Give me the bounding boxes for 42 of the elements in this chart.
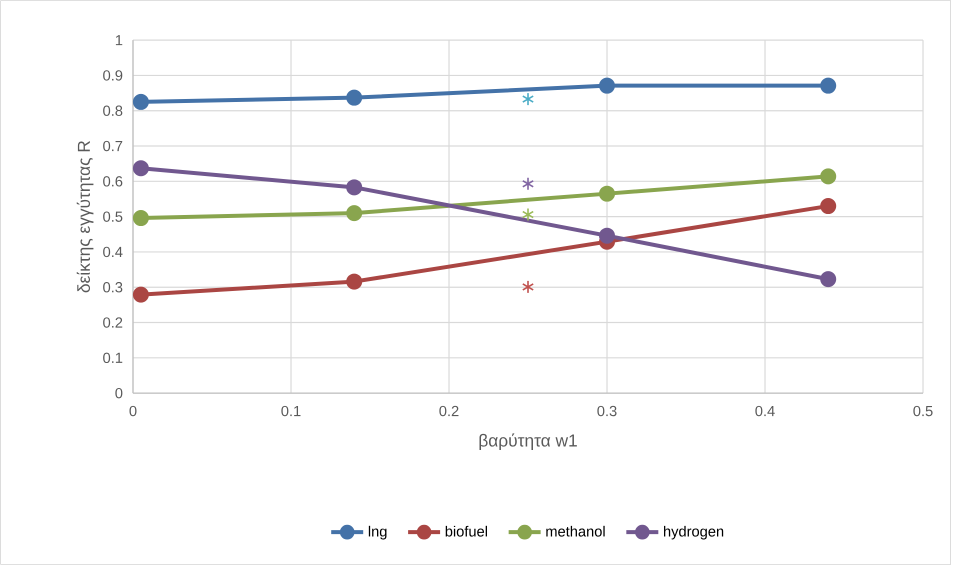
legend-label: lng xyxy=(368,526,386,540)
y-tick-label: 1 xyxy=(116,35,122,46)
point xyxy=(599,186,616,202)
point xyxy=(522,208,534,222)
x-axis-title: βαρύτητα w1 xyxy=(479,433,577,450)
point xyxy=(820,78,836,94)
x-tick-label: 0.1 xyxy=(281,406,300,416)
legend-label: biofuel xyxy=(446,526,487,537)
x-tick-label: 0.3 xyxy=(597,406,617,416)
point xyxy=(522,177,534,191)
point xyxy=(820,271,836,288)
point xyxy=(132,286,149,303)
y-axis-title: δείκτης εγγύτητας R xyxy=(76,141,94,292)
point xyxy=(346,274,362,290)
point xyxy=(599,228,616,244)
point xyxy=(346,205,362,222)
point xyxy=(132,94,149,110)
y-tick-label: 0.3 xyxy=(103,282,122,292)
y-tick-label: 0.9 xyxy=(103,70,122,81)
x-tick-label: 0.2 xyxy=(439,406,458,416)
legend-label: methanol xyxy=(546,526,605,537)
y-tick-label: 0.6 xyxy=(103,176,122,187)
point xyxy=(346,90,362,106)
point xyxy=(346,179,362,196)
point xyxy=(132,160,149,176)
y-tick-label: 0.8 xyxy=(103,106,122,116)
x-tick-label: 0 xyxy=(129,406,136,416)
y-tick-label: 0.7 xyxy=(103,140,122,152)
point xyxy=(522,280,534,294)
y-tick-label: 0.5 xyxy=(103,211,122,222)
point xyxy=(820,198,836,214)
y-tick-label: 0.1 xyxy=(103,352,122,364)
x-tick-label: 0.4 xyxy=(755,406,775,416)
x-tick-label: 0.5 xyxy=(913,406,933,416)
y-tick-label: 0.4 xyxy=(103,246,123,258)
legend-label: hydrogen xyxy=(664,526,724,540)
point xyxy=(522,92,534,106)
y-tick-label: 0 xyxy=(115,388,122,398)
y-tick-label: 0.2 xyxy=(103,317,122,328)
point xyxy=(132,210,149,226)
point xyxy=(820,168,836,184)
point xyxy=(599,78,616,94)
